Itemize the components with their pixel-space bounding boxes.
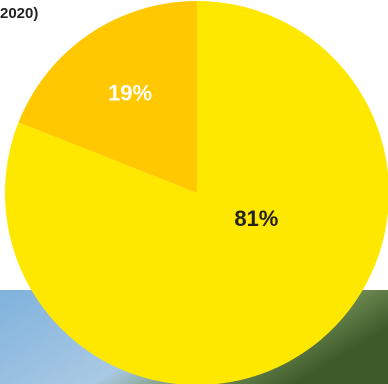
pie-slice	[5, 1, 388, 384]
data-label: 19%	[108, 80, 152, 105]
chart-title: 2020)	[0, 5, 38, 22]
data-label: 81%	[234, 206, 278, 231]
pie-slice	[18, 1, 198, 193]
